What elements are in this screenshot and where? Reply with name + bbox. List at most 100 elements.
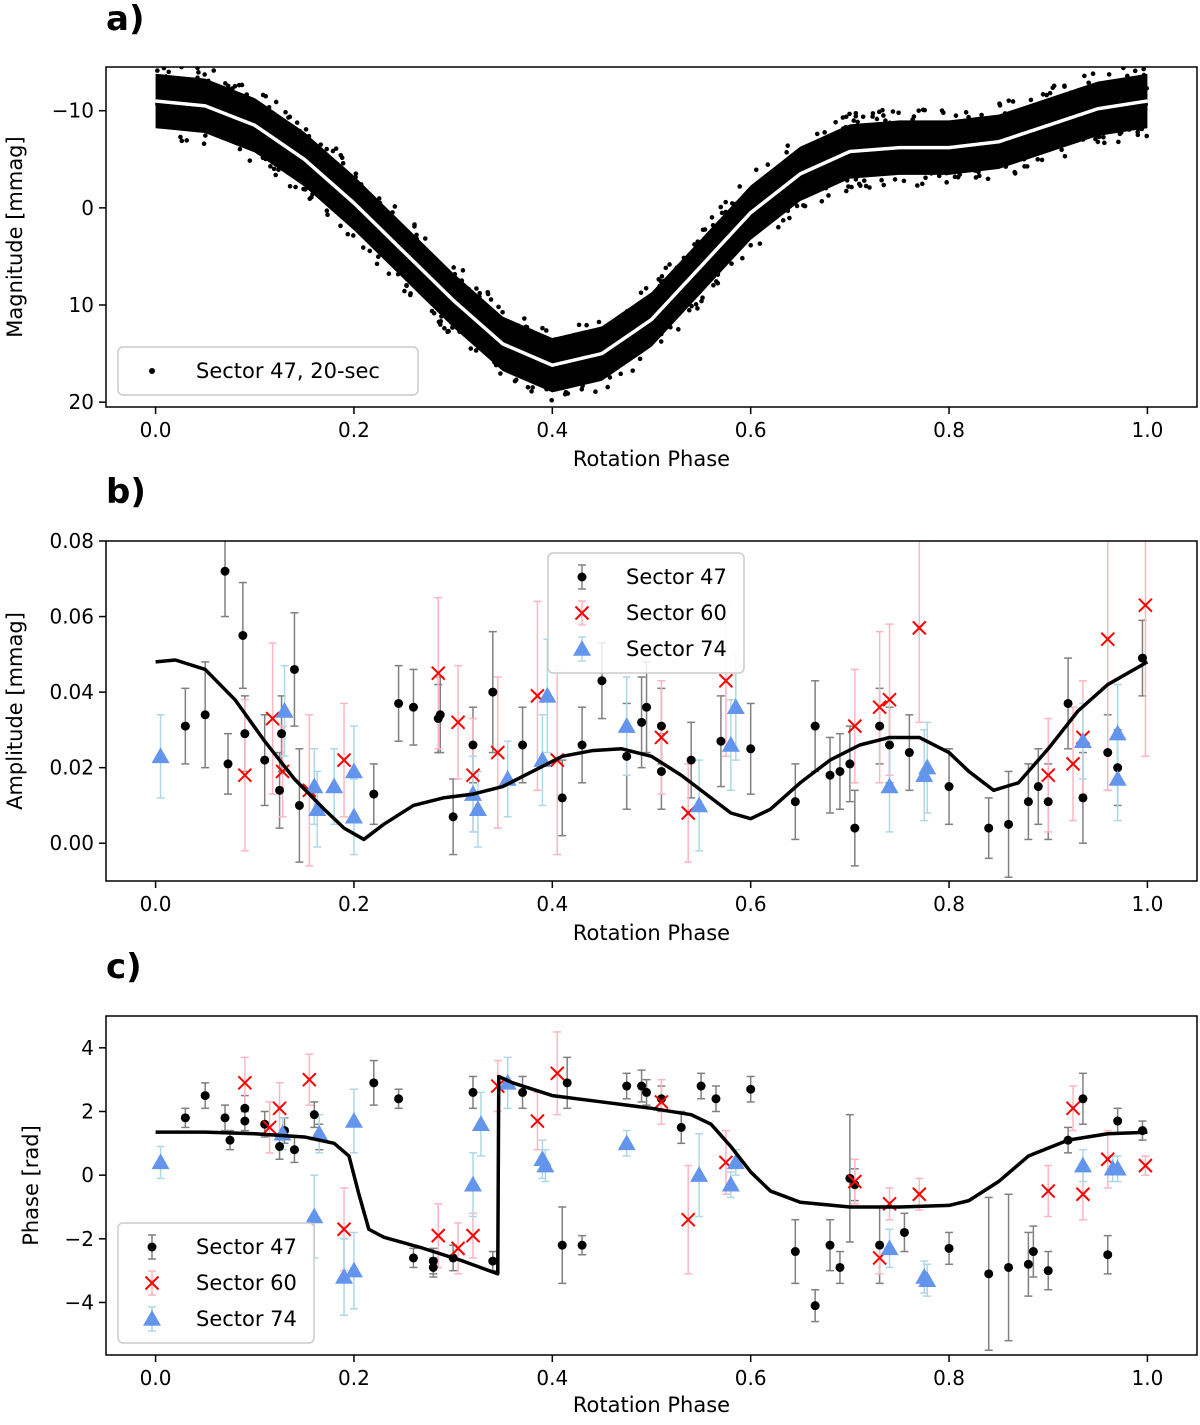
data-point: [211, 68, 217, 73]
data-point-stroke-b: [336, 752, 352, 768]
data-point: [271, 166, 277, 172]
data-point: [345, 231, 351, 237]
data-point: [202, 72, 207, 77]
data-point: [247, 158, 253, 163]
dense-band: [155, 73, 1148, 393]
data-point: [1059, 147, 1064, 153]
data-point: [1108, 724, 1127, 741]
data-point: [367, 248, 373, 254]
data-point: [450, 715, 466, 730]
data-point: [715, 280, 721, 286]
data-point: [1004, 1262, 1014, 1272]
data-point-stroke-b: [1065, 756, 1081, 772]
data-point: [324, 208, 330, 214]
y-tick-label: 0.06: [49, 605, 94, 629]
legend-marker: [577, 572, 587, 582]
data-point: [851, 118, 857, 123]
data-point: [350, 233, 356, 238]
data-point: [642, 702, 652, 712]
x-tick-label: 1.0: [1132, 892, 1164, 916]
markers-sector-47: [180, 1078, 1147, 1311]
x-tick-label: 0.8: [933, 1366, 965, 1390]
data-point: [339, 155, 345, 161]
y-axis-label: Phase [rad]: [19, 1125, 43, 1246]
data-point: [562, 391, 568, 397]
data-point: [729, 261, 734, 266]
data-point: [360, 245, 366, 250]
panel-letter: a): [106, 0, 144, 39]
data-point: [180, 1113, 190, 1123]
data-point-stroke-b: [530, 688, 545, 704]
data-point: [283, 109, 288, 115]
data-point: [1090, 71, 1096, 77]
x-axis-label: Rotation Phase: [573, 1393, 730, 1417]
data-point: [757, 241, 763, 246]
plot-area: [151, 541, 1153, 878]
data-point: [436, 319, 442, 325]
data-point: [1106, 72, 1112, 77]
data-point: [622, 751, 632, 761]
data-point: [179, 138, 185, 144]
data-point: [1041, 768, 1056, 783]
data-point: [340, 160, 346, 166]
data-point: [240, 1103, 250, 1113]
data-point: [1113, 1116, 1123, 1126]
data-point: [392, 204, 398, 209]
data-point: [530, 1113, 545, 1129]
data-point: [737, 184, 742, 189]
data-point: [550, 1066, 565, 1081]
x-tick-label: 1.0: [1132, 418, 1164, 442]
data-point: [408, 1253, 418, 1263]
y-tick-label: −4: [65, 1290, 94, 1314]
data-point: [794, 203, 800, 209]
data-point: [336, 752, 352, 768]
data-point: [695, 306, 700, 311]
markers-sector-60: [237, 1066, 1153, 1266]
data-point: [465, 1228, 481, 1243]
data-point: [923, 175, 928, 181]
legend-entry: Sector 60: [196, 1271, 297, 1295]
data-point: [686, 307, 692, 313]
data-point: [474, 286, 479, 291]
data-point: [810, 1301, 820, 1311]
data-point: [814, 131, 820, 137]
data-point: [408, 702, 418, 712]
plot-frame: [105, 66, 1198, 408]
data-point: [308, 800, 327, 816]
x-tick-label: 0.2: [338, 418, 370, 442]
data-point-stroke-b: [431, 666, 446, 681]
data-point: [1050, 85, 1056, 91]
data-point: [850, 823, 860, 833]
data-point: [596, 319, 602, 325]
data-point: [518, 1087, 528, 1097]
data-point: [1138, 598, 1153, 613]
data-point: [302, 1072, 317, 1087]
data-point: [860, 114, 866, 120]
data-point: [1035, 157, 1041, 162]
data-point-stroke-b: [265, 711, 280, 726]
data-point: [872, 700, 887, 715]
data-point: [711, 1094, 721, 1104]
data-point: [835, 766, 845, 776]
data-point: [963, 110, 969, 115]
data-point: [874, 116, 880, 122]
data-point-stroke-b: [550, 1066, 565, 1081]
data-point: [166, 69, 171, 75]
data-point: [1004, 819, 1014, 829]
x-tick-label: 0.8: [933, 892, 965, 916]
data-point-stroke-b: [530, 1113, 545, 1129]
data-point-stroke-b: [847, 718, 863, 734]
data-point: [825, 770, 835, 780]
data-point: [979, 112, 984, 118]
data-point-stroke-b: [262, 1120, 277, 1135]
x-tick-label: 0.0: [140, 418, 172, 442]
data-point: [451, 265, 456, 270]
data-point: [721, 736, 740, 752]
data-point: [748, 242, 753, 248]
data-point: [944, 782, 954, 792]
x-tick-label: 0.2: [338, 1366, 370, 1390]
data-point: [522, 316, 527, 321]
data-point: [512, 378, 518, 384]
y-tick-label: 0.04: [49, 680, 94, 704]
data-point-stroke-b: [882, 692, 897, 707]
